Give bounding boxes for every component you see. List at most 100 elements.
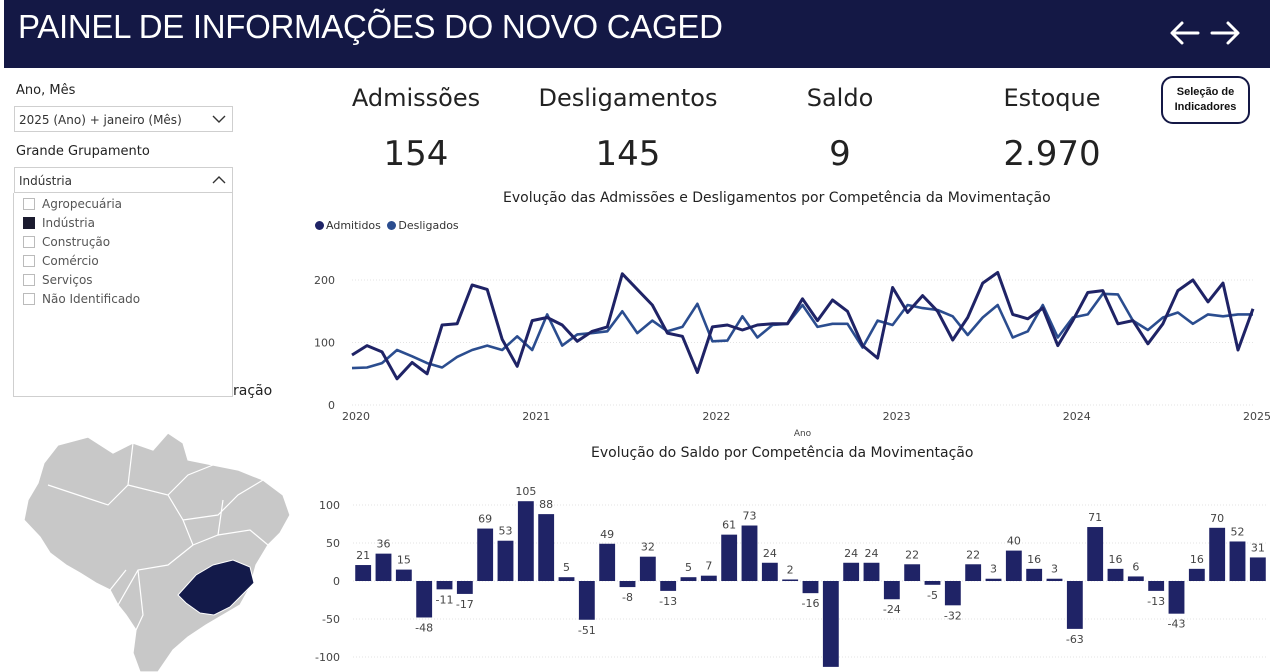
saldo-bar[interactable]	[1046, 578, 1063, 581]
option-label: Comércio	[42, 254, 99, 268]
saldo-bar[interactable]	[497, 540, 514, 581]
series-line-admitidos[interactable]	[351, 271, 1255, 381]
saldo-bar[interactable]	[355, 565, 372, 581]
line-chart[interactable]: 0 100 200 2020 2021 2022 2023 2024 2025 Ano	[305, 260, 1270, 442]
bar-data-label: 69	[478, 513, 492, 526]
bar-data-label: 88	[539, 498, 553, 511]
bar-data-label: 22	[905, 548, 919, 561]
saldo-bar[interactable]	[1229, 541, 1246, 581]
group-option-agropecuaria[interactable]: Agropecuária	[23, 197, 122, 213]
saldo-bar[interactable]	[639, 556, 656, 581]
line-chart-title: Evolução das Admissões e Desligamentos p…	[503, 190, 1051, 206]
bar-data-label: 15	[397, 554, 411, 567]
saldo-bar[interactable]	[965, 564, 982, 581]
bar-data-label: -24	[883, 603, 901, 616]
bar-data-label: -5	[927, 589, 938, 602]
saldo-bar[interactable]	[416, 581, 433, 618]
y-tick-label: 0	[333, 575, 340, 588]
saldo-bar[interactable]	[985, 578, 1002, 581]
bar-data-label: 24	[865, 547, 879, 560]
option-label: Serviços	[42, 273, 93, 287]
legend-admitidos[interactable]: Admitidos	[315, 219, 381, 232]
checkbox[interactable]	[23, 217, 35, 229]
saldo-bar[interactable]	[924, 581, 941, 585]
group-option-servicos[interactable]: Serviços	[23, 273, 93, 289]
saldo-bar[interactable]	[456, 581, 473, 594]
saldo-bar[interactable]	[436, 581, 453, 590]
minas-gerais-highlight[interactable]	[177, 559, 255, 616]
saldo-bar[interactable]	[619, 581, 636, 588]
checkbox[interactable]	[23, 293, 35, 305]
saldo-bar[interactable]	[375, 553, 392, 581]
bar-data-label: 49	[600, 528, 614, 541]
legend-desligados[interactable]: Desligados	[387, 219, 459, 232]
saldo-bar[interactable]	[1005, 550, 1022, 581]
saldo-bar[interactable]	[680, 577, 697, 581]
checkbox[interactable]	[23, 236, 35, 248]
saldo-bar[interactable]	[1066, 581, 1083, 629]
group-option-construcao[interactable]: Construção	[23, 235, 110, 251]
period-filter-label: Ano, Mês	[16, 83, 76, 98]
saldo-bar[interactable]	[822, 581, 839, 667]
kpi-admissoes-label: Admissões	[351, 84, 481, 112]
checkbox[interactable]	[23, 198, 35, 210]
bar-data-label: -16	[802, 597, 820, 610]
brazil-shape	[23, 432, 291, 672]
brazil-map[interactable]	[18, 425, 293, 672]
saldo-bar[interactable]	[944, 581, 961, 606]
series-line-desligados[interactable]	[351, 292, 1253, 370]
saldo-bar[interactable]	[395, 569, 412, 581]
bar-data-label: 16	[1190, 553, 1204, 566]
kpi-estoque-label: Estoque	[1003, 84, 1101, 112]
saldo-bar[interactable]	[782, 579, 799, 581]
saldo-bar[interactable]	[660, 581, 677, 591]
saldo-bar[interactable]	[700, 575, 717, 581]
forward-button[interactable]	[1208, 16, 1242, 50]
kpi-saldo-value: 9	[829, 134, 851, 174]
saldo-bar[interactable]	[1026, 568, 1043, 581]
group-filter-label: Grande Grupamento	[16, 144, 150, 159]
saldo-bar[interactable]	[538, 514, 555, 581]
x-axis-label: Ano	[794, 429, 812, 439]
saldo-bar[interactable]	[1148, 581, 1165, 591]
saldo-bar[interactable]	[517, 501, 534, 581]
saldo-bar[interactable]	[1168, 581, 1185, 614]
group-option-comercio[interactable]: Comércio	[23, 254, 99, 270]
saldo-bar[interactable]	[843, 562, 860, 581]
period-dropdown[interactable]: 2025 (Ano) + janeiro (Mês)	[14, 106, 233, 132]
x-tick-label: 2023	[883, 410, 911, 423]
option-label: Não Identificado	[42, 292, 141, 306]
saldo-bar[interactable]	[1127, 576, 1144, 581]
saldo-bar[interactable]	[802, 581, 819, 594]
saldo-bar[interactable]	[904, 564, 921, 581]
option-label: Indústria	[42, 216, 95, 230]
selecao-indicadores-button[interactable]: Seleção de Indicadores	[1161, 76, 1250, 124]
bar-data-label: 21	[356, 549, 370, 562]
checkbox[interactable]	[23, 255, 35, 267]
saldo-bar[interactable]	[1249, 557, 1266, 581]
legend-label: Desligados	[398, 219, 459, 232]
saldo-bar[interactable]	[558, 577, 575, 581]
saldo-bar[interactable]	[1209, 527, 1226, 581]
group-dropdown[interactable]: Indústria	[14, 167, 233, 193]
saldo-bar[interactable]	[721, 534, 738, 581]
back-button[interactable]	[1168, 16, 1202, 50]
saldo-bar[interactable]	[477, 528, 494, 581]
group-option-nao-identificado[interactable]: Não Identificado	[23, 292, 140, 308]
saldo-bar[interactable]	[599, 543, 616, 581]
group-option-industria[interactable]: Indústria	[23, 216, 95, 232]
saldo-bar[interactable]	[741, 525, 758, 581]
bar-data-label: 16	[1027, 553, 1041, 566]
saldo-bar[interactable]	[883, 581, 900, 600]
saldo-bar[interactable]	[1188, 568, 1205, 581]
checkbox[interactable]	[23, 274, 35, 286]
x-tick-label: 2021	[522, 410, 550, 423]
bar-data-label: -48	[415, 621, 433, 634]
saldo-bar[interactable]	[863, 562, 880, 581]
saldo-bar[interactable]	[1087, 527, 1104, 581]
saldo-bar[interactable]	[1107, 568, 1124, 581]
option-label: Construção	[42, 235, 111, 249]
saldo-bar[interactable]	[578, 581, 595, 620]
saldo-bar[interactable]	[761, 562, 778, 581]
